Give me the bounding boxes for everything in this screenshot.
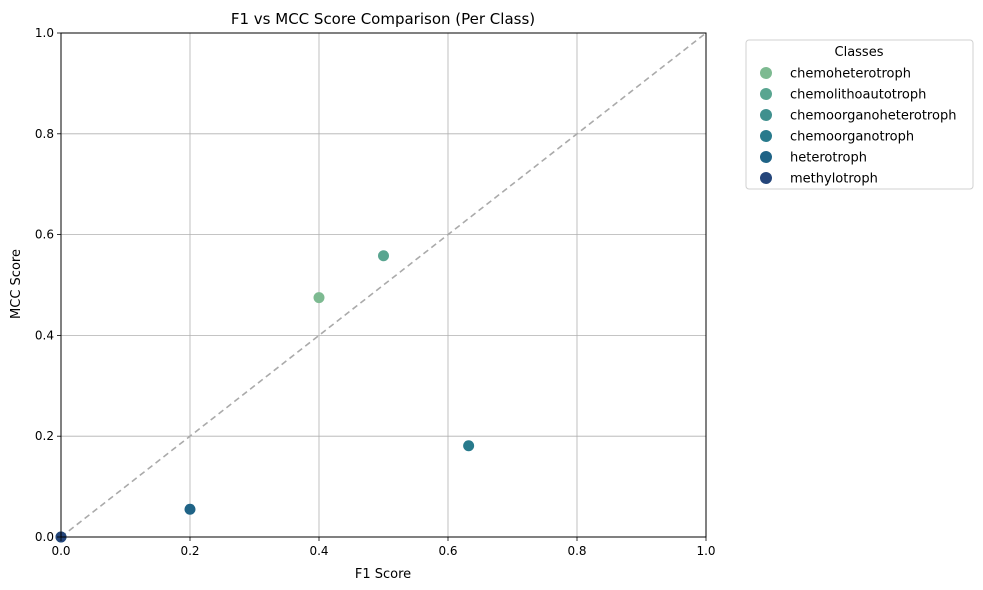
x-tick-label: 0.0 (51, 544, 70, 558)
reference-diagonal-line (60, 32, 707, 538)
legend-marker-chemoheterotroph (760, 67, 772, 79)
legend-marker-heterotroph (760, 151, 772, 163)
plot-frame (60, 32, 707, 538)
x-tick-label: 0.4 (309, 544, 328, 558)
y-tick-label: 0.2 (35, 429, 54, 443)
y-tick-label: 0.0 (35, 530, 54, 544)
legend-label: chemoorganotroph (790, 130, 914, 145)
x-tick-label: 0.2 (180, 544, 199, 558)
x-tick-label: 1.0 (696, 544, 715, 558)
x-tick-label: 0.8 (567, 544, 586, 558)
x-tick-label: 0.6 (438, 544, 457, 558)
legend: Classes chemoheterotroph chemolithoautotr… (745, 39, 974, 190)
legend-title: Classes (835, 45, 884, 60)
x-axis-label: F1 Score (355, 567, 411, 582)
data-point-chemolithoautotroph (378, 250, 389, 262)
legend-label: chemoheterotroph (790, 67, 911, 82)
legend-marker-chemoorganoheterotroph (760, 109, 772, 121)
legend-marker-chemoorganotroph (760, 130, 772, 142)
data-point-chemoorganotroph (463, 440, 475, 452)
legend-label: heterotroph (790, 151, 867, 166)
legend-box (745, 39, 974, 190)
y-tick-label: 0.6 (35, 228, 54, 242)
y-tick-label: 1.0 (35, 26, 54, 40)
legend-label: chemolithoautotroph (790, 88, 926, 103)
data-points (55, 250, 475, 543)
chart-title: F1 vs MCC Score Comparison (Per Class) (231, 10, 535, 28)
axis-ticks: 0.00.0 0.2 0.2 0.4 0.4 0.6 0.6 0.8 0.8 1.0 1.0 (35, 26, 716, 558)
y-axis-label: MCC Score (9, 249, 24, 319)
y-tick-label: 0.8 (35, 127, 54, 141)
legend-label: chemoorganoheterotroph (790, 109, 956, 124)
legend-marker-methylotroph (760, 172, 772, 184)
legend-items: chemoheterotroph chemolithoautotroph chemo… (760, 67, 956, 187)
y-tick-label: 0.4 (35, 328, 54, 342)
data-point-chemoheterotroph (313, 292, 325, 304)
legend-marker-chemolithoautotroph (760, 88, 772, 100)
legend-label: methylotroph (790, 172, 878, 187)
data-point-heterotroph (184, 503, 196, 515)
